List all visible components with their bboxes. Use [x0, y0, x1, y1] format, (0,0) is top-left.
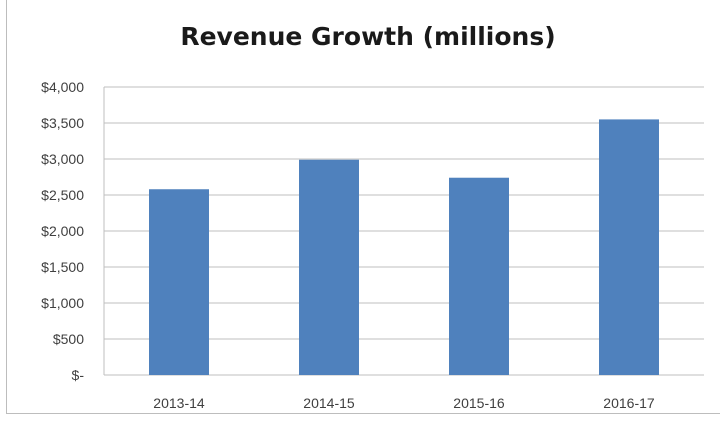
y-tick-label: $2,500 [41, 187, 84, 203]
frame-left-border [6, 0, 7, 414]
y-tick-label: $3,500 [41, 115, 84, 131]
frame-bottom-border [6, 413, 720, 414]
y-tick-label: $3,000 [41, 151, 84, 167]
x-tick-label: 2016-17 [603, 395, 655, 411]
y-tick-label: $- [72, 367, 85, 383]
bar [599, 119, 659, 376]
y-tick-label: $500 [53, 331, 84, 347]
x-tick-label: 2014-15 [303, 395, 355, 411]
y-tick-label: $1,000 [41, 295, 84, 311]
chart-title: Revenue Growth (millions) [180, 22, 556, 51]
x-tick-label: 2015-16 [453, 395, 505, 411]
bar [449, 177, 509, 375]
y-tick-label: $1,500 [41, 259, 84, 275]
bar [299, 159, 359, 375]
y-tick-label: $4,000 [41, 79, 84, 95]
x-tick-label: 2013-14 [153, 395, 205, 411]
bar [149, 189, 209, 375]
y-tick-label: $2,000 [41, 223, 84, 239]
